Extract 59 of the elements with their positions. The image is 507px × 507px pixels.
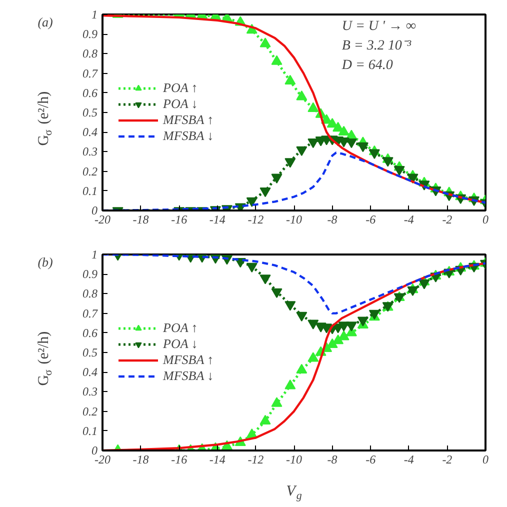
y-tick-label: 0.8	[82, 46, 98, 61]
legend-label: POA ↓	[163, 336, 198, 352]
legend-label: MFSBA ↑	[163, 352, 214, 368]
x-tick-label: -20	[94, 452, 110, 466]
y-tick-label: 0.4	[82, 125, 98, 140]
y-axis-title: Gσ (e²/h)	[36, 91, 54, 146]
annotation: U = U ' → ∞	[342, 18, 416, 34]
x-tick-label: -2	[442, 452, 452, 466]
annotation: D = 64.0	[340, 58, 393, 73]
y-tick-label: 0.6	[82, 86, 98, 100]
y-tick-label: 0	[92, 444, 98, 458]
legend-label: MFSBA ↓	[163, 368, 214, 384]
y-axis-title: Gσ (e²/h)	[36, 331, 54, 386]
x-tick-label: -14	[209, 452, 226, 466]
x-tick-label: -10	[286, 452, 302, 466]
y-tick-label: 0.7	[82, 306, 98, 320]
x-tick-label: -12	[248, 212, 264, 226]
legend-label: POA ↑	[163, 80, 198, 96]
x-tick-label: -16	[171, 452, 188, 466]
y-tick-label: 0.2	[82, 164, 98, 178]
y-tick-label: 0.9	[82, 267, 98, 282]
y-tick-label: 0.4	[82, 365, 98, 380]
y-tick-label: 0.1	[82, 184, 98, 198]
y-tick-label: 0.7	[82, 66, 98, 80]
x-tick-label: -14	[209, 212, 226, 226]
x-tick-label: -16	[171, 212, 188, 226]
x-tick-label: -18	[132, 452, 149, 466]
text: (b)	[38, 254, 53, 270]
text: (a)	[38, 14, 53, 30]
y-tick-label: 0.2	[82, 404, 98, 418]
x-tick-label: -12	[248, 452, 264, 466]
x-tick-label: -10	[286, 212, 302, 226]
x-tick-label: -4	[404, 452, 414, 466]
y-tick-label: 0.3	[82, 144, 98, 159]
y-tick-label: 0.3	[82, 384, 98, 399]
x-tick-label: -8	[327, 212, 338, 226]
legend-label: MFSBA ↑	[163, 112, 214, 128]
legend-label: MFSBA ↓	[163, 128, 214, 144]
x-tick-label: -20	[94, 212, 110, 226]
y-tick-label: 1	[92, 8, 98, 22]
x-tick-label: 0	[482, 212, 488, 226]
y-tick-label: 0.6	[82, 326, 98, 340]
y-tick-label: 0.5	[82, 106, 98, 120]
x-tick-label: -6	[366, 212, 376, 226]
x-tick-label: -18	[132, 212, 149, 226]
y-tick-label: 1	[92, 248, 98, 262]
x-tick-label: -6	[366, 452, 376, 466]
y-tick-label: 0	[92, 204, 98, 218]
annotation: B = 3.2 10⁻³	[342, 38, 412, 54]
y-tick-label: 0.5	[82, 346, 98, 360]
x-tick-label: 0	[482, 452, 488, 466]
legend-label: POA ↑	[163, 320, 198, 336]
x-tick-label: -4	[404, 212, 414, 226]
x-tick-label: -2	[442, 212, 452, 226]
y-tick-label: 0.1	[82, 424, 98, 438]
y-tick-label: 0.8	[82, 286, 98, 301]
legend-label: POA ↓	[163, 96, 198, 112]
y-tick-label: 0.9	[82, 27, 98, 42]
x-tick-label: -8	[327, 452, 338, 466]
